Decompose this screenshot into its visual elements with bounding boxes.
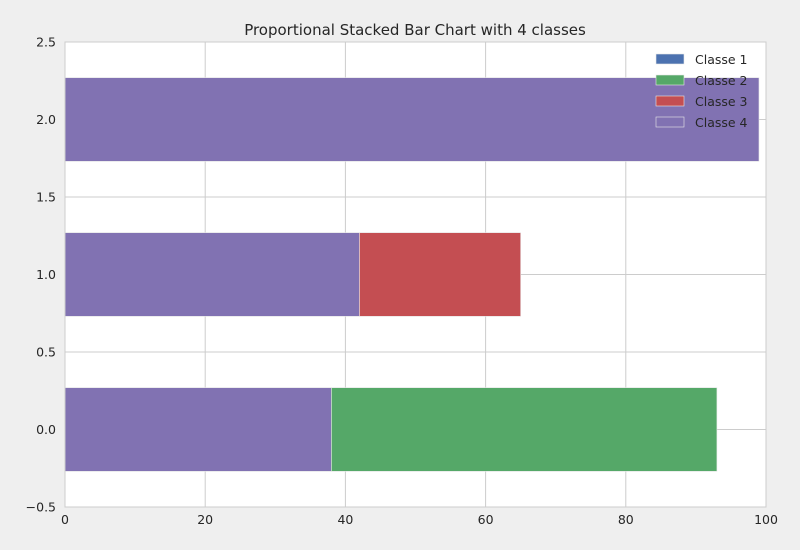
y-tick-label: 2.5 <box>36 35 56 50</box>
x-tick-label: 20 <box>197 512 213 527</box>
legend-swatch <box>655 95 685 107</box>
bar-segment-classe-4 <box>64 232 360 317</box>
y-tick-label: 1.0 <box>36 267 56 282</box>
bars <box>64 77 760 472</box>
y-tick-label: −0.5 <box>26 500 56 515</box>
bar-segment-classe-4 <box>64 77 760 162</box>
legend-swatch <box>655 53 685 65</box>
x-tick-label: 80 <box>618 512 634 527</box>
bar-segment-classe-4 <box>64 387 332 472</box>
y-tick-label: 0.0 <box>36 422 56 437</box>
legend-swatch <box>655 74 685 86</box>
legend-swatch <box>655 116 685 128</box>
legend: Classe 1 Classe 2 Classe 3 Classe 4 <box>655 52 748 130</box>
x-tick-label: 0 <box>61 512 69 527</box>
legend-label: Classe 3 <box>695 94 748 109</box>
legend-label: Classe 2 <box>695 73 748 88</box>
y-tick-label: 2.0 <box>36 112 56 127</box>
y-tick-label: 1.5 <box>36 190 56 205</box>
y-tick-label: 0.5 <box>36 345 56 360</box>
x-tick-label: 100 <box>754 512 778 527</box>
legend-label: Classe 1 <box>695 52 748 67</box>
x-tick-label: 40 <box>337 512 353 527</box>
x-tick-label: 60 <box>478 512 494 527</box>
chart-title: Proportional Stacked Bar Chart with 4 cl… <box>244 21 586 39</box>
legend-label: Classe 4 <box>695 115 748 130</box>
y-axis: −0.5 0.0 0.5 1.0 1.5 2.0 2.5 <box>26 35 56 515</box>
bar-segment-classe-2 <box>331 387 718 472</box>
x-axis: 0 20 40 60 80 100 <box>61 512 778 527</box>
plot-frame <box>64 41 767 508</box>
bar-segment-classe-3 <box>359 232 521 317</box>
